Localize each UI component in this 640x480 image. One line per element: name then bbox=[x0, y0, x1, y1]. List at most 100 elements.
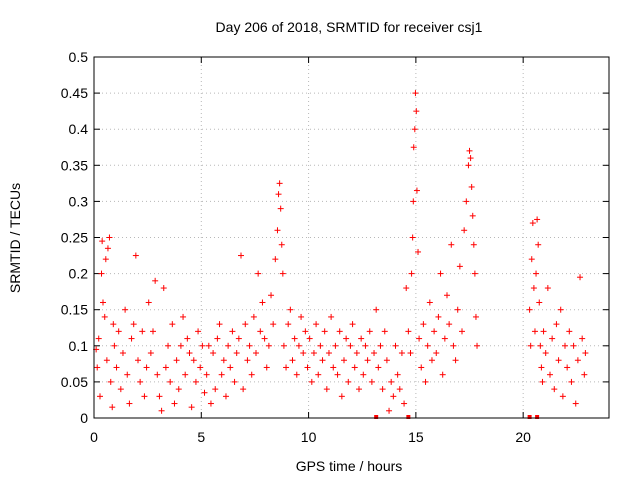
data-point bbox=[470, 241, 477, 248]
data-point bbox=[216, 321, 223, 328]
data-point bbox=[467, 155, 474, 162]
data-point bbox=[555, 357, 562, 364]
data-point bbox=[295, 342, 302, 349]
data-point bbox=[450, 342, 457, 349]
data-point bbox=[139, 328, 146, 335]
data-point bbox=[298, 313, 305, 320]
data-point bbox=[175, 386, 182, 393]
y-tick-label: 0.4 bbox=[69, 121, 89, 137]
data-point bbox=[104, 245, 111, 252]
data-point bbox=[539, 378, 546, 385]
data-point bbox=[360, 371, 367, 378]
chart-title: Day 206 of 2018, SRMTID for receiver csj… bbox=[216, 19, 483, 35]
data-point bbox=[364, 357, 371, 364]
data-point bbox=[278, 241, 285, 248]
data-point bbox=[338, 393, 345, 400]
data-point bbox=[530, 285, 537, 292]
data-point bbox=[396, 386, 403, 393]
data-point bbox=[158, 407, 165, 414]
x-axis-label: GPS time / hours bbox=[296, 458, 403, 474]
x-tick-label: 20 bbox=[515, 429, 531, 445]
data-point bbox=[528, 256, 535, 263]
data-point bbox=[101, 313, 108, 320]
data-point bbox=[343, 335, 350, 342]
data-point bbox=[100, 299, 107, 306]
data-point bbox=[154, 371, 161, 378]
data-point bbox=[274, 227, 281, 234]
data-point bbox=[375, 364, 382, 371]
data-point bbox=[582, 350, 589, 357]
data-point bbox=[577, 274, 584, 281]
data-point bbox=[377, 342, 384, 349]
data-point bbox=[544, 285, 551, 292]
data-point bbox=[233, 350, 240, 357]
data-point bbox=[113, 364, 120, 371]
data-point bbox=[107, 378, 114, 385]
data-point bbox=[205, 342, 212, 349]
data-point bbox=[199, 342, 206, 349]
data-point bbox=[386, 407, 393, 414]
axis-point-marker bbox=[406, 415, 411, 419]
data-point bbox=[465, 162, 472, 169]
data-point bbox=[272, 256, 279, 263]
data-point bbox=[459, 328, 466, 335]
data-point bbox=[212, 386, 219, 393]
data-point bbox=[405, 328, 412, 335]
data-point bbox=[287, 306, 294, 313]
data-point bbox=[283, 364, 290, 371]
y-tick-label: 0.35 bbox=[61, 157, 88, 173]
data-point bbox=[137, 378, 144, 385]
data-point bbox=[188, 404, 195, 411]
data-point bbox=[197, 364, 204, 371]
data-point bbox=[358, 335, 365, 342]
axis-markers-layer bbox=[374, 415, 540, 419]
data-point bbox=[177, 342, 184, 349]
axis-point-marker bbox=[374, 415, 379, 419]
data-point bbox=[319, 357, 326, 364]
data-point bbox=[579, 335, 586, 342]
data-point bbox=[368, 378, 375, 385]
data-point bbox=[353, 350, 360, 357]
data-point bbox=[373, 306, 380, 313]
data-point bbox=[330, 364, 337, 371]
data-point bbox=[106, 234, 113, 241]
y-tick-label: 0.2 bbox=[69, 266, 89, 282]
data-point bbox=[182, 371, 189, 378]
data-point bbox=[574, 357, 581, 364]
data-point bbox=[398, 350, 405, 357]
plot-frame bbox=[93, 56, 610, 419]
data-point bbox=[463, 198, 470, 205]
data-point bbox=[441, 335, 448, 342]
data-point bbox=[248, 371, 255, 378]
data-point bbox=[109, 404, 116, 411]
data-point bbox=[328, 313, 335, 320]
data-point bbox=[537, 342, 544, 349]
data-point bbox=[119, 350, 126, 357]
y-tick-label: 0.5 bbox=[69, 49, 89, 65]
data-point bbox=[439, 371, 446, 378]
data-point bbox=[551, 386, 558, 393]
axis-point-marker bbox=[535, 415, 540, 419]
data-point bbox=[461, 227, 468, 234]
y-tick-label: 0.25 bbox=[61, 230, 88, 246]
data-point bbox=[250, 313, 257, 320]
data-point bbox=[275, 191, 282, 198]
data-point bbox=[572, 400, 579, 407]
data-point bbox=[424, 342, 431, 349]
data-point bbox=[253, 350, 260, 357]
data-point bbox=[214, 335, 221, 342]
data-point bbox=[315, 371, 322, 378]
data-point bbox=[98, 270, 105, 277]
data-point bbox=[527, 342, 534, 349]
data-point bbox=[431, 328, 438, 335]
data-point bbox=[97, 393, 104, 400]
data-point bbox=[145, 299, 152, 306]
data-point bbox=[302, 328, 309, 335]
data-point bbox=[456, 263, 463, 270]
data-point bbox=[325, 350, 332, 357]
data-point bbox=[410, 144, 417, 151]
data-point bbox=[557, 306, 564, 313]
data-point bbox=[111, 342, 118, 349]
data-point bbox=[203, 371, 210, 378]
